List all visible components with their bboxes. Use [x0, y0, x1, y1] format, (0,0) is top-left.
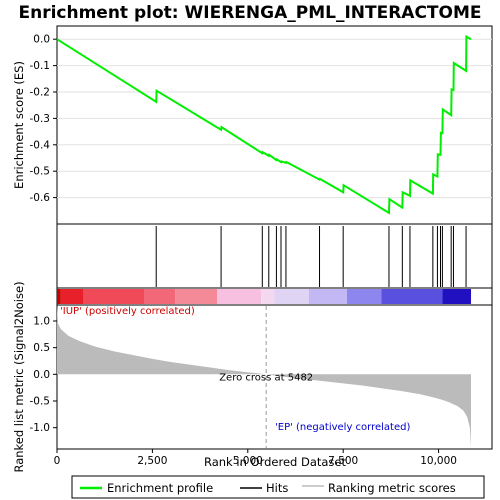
enrichment-profile-line — [56, 34, 472, 215]
heatmap-segment — [83, 289, 145, 304]
es-y-tick-label: -0.5 — [30, 166, 51, 178]
legend-label-hits: Hits — [266, 481, 288, 495]
es-y-axis-label: Enrichment score (ES) — [12, 61, 26, 189]
heatmap-segment — [217, 289, 262, 304]
es-plot-frame — [56, 25, 493, 225]
legend-frame — [71, 475, 485, 499]
zero-cross-annotation: Zero cross at 5482 — [219, 372, 313, 383]
metric-y-axis-label: Ranked list metric (Signal2Noise) — [12, 281, 26, 472]
es-y-tick-label: 0.0 — [33, 34, 50, 46]
metric-y-tick-label: 0.5 — [33, 342, 50, 354]
heatmap-segment — [60, 289, 84, 304]
es-y-tick-label: -0.2 — [30, 87, 51, 99]
x-axis-label: Rank in Ordered Dataset — [204, 455, 347, 469]
x-tick-label: 5,000 — [233, 455, 263, 467]
legend: Enrichment profile Hits Ranking metric s… — [71, 475, 485, 499]
es-y-tick-label: -0.6 — [30, 192, 51, 204]
metric-panel: 1.0 0.5 0.0 -0.5 -1.0 Zero cross at 5482 'IU… — [30, 304, 493, 450]
ranking-metric-area — [57, 305, 471, 448]
rank-heatmap — [57, 289, 472, 304]
heatmap-segment — [57, 289, 61, 304]
x-tick-label: 10,000 — [420, 455, 457, 467]
es-y-tick-label: -0.1 — [30, 60, 51, 72]
heatmap-panel — [56, 287, 493, 306]
x-tick-label: 2,500 — [137, 455, 167, 467]
heatmap-segment — [442, 289, 472, 304]
x-tick-label: 0 — [54, 455, 61, 467]
es-panel: 0.0 -0.1 -0.2 -0.3 -0.4 -0.5 -0.6 — [30, 25, 493, 225]
heatmap-segment — [175, 289, 218, 304]
heatmap-segment — [381, 289, 443, 304]
metric-y-tick-label: -1.0 — [30, 422, 51, 434]
heatmap-segment — [144, 289, 176, 304]
hit-markers — [155, 226, 467, 287]
heatmap-segment — [261, 289, 275, 304]
x-axis: 0 2,500 5,000 7,500 10,000 — [54, 449, 457, 467]
es-y-axis: 0.0 -0.1 -0.2 -0.3 -0.4 -0.5 -0.6 — [30, 34, 492, 204]
heatmap-segment — [274, 289, 309, 304]
positive-correlation-annotation: 'IUP' (positively correlated) — [60, 306, 195, 317]
metric-y-tick-label: 1.0 — [33, 316, 50, 328]
chart-title: Enrichment plot: WIERENGA_PML_INTERACTOM… — [18, 3, 481, 23]
legend-label-ranking-metric: Ranking metric scores — [328, 481, 456, 495]
metric-y-axis: 1.0 0.5 0.0 -0.5 -1.0 — [30, 316, 57, 434]
hits-frame — [56, 223, 493, 289]
metric-y-tick-label: 0.0 — [33, 369, 50, 381]
es-y-tick-label: -0.3 — [30, 113, 51, 125]
metric-y-tick-label: -0.5 — [30, 396, 51, 408]
es-y-tick-label: -0.4 — [30, 139, 51, 151]
hits-panel — [56, 223, 493, 289]
negative-correlation-annotation: 'EP' (negatively correlated) — [275, 422, 410, 433]
legend-label-enrichment-profile: Enrichment profile — [107, 481, 213, 495]
heatmap-segment — [308, 289, 347, 304]
heatmap-segment — [347, 289, 382, 304]
x-tick-label: 7,500 — [328, 455, 358, 467]
